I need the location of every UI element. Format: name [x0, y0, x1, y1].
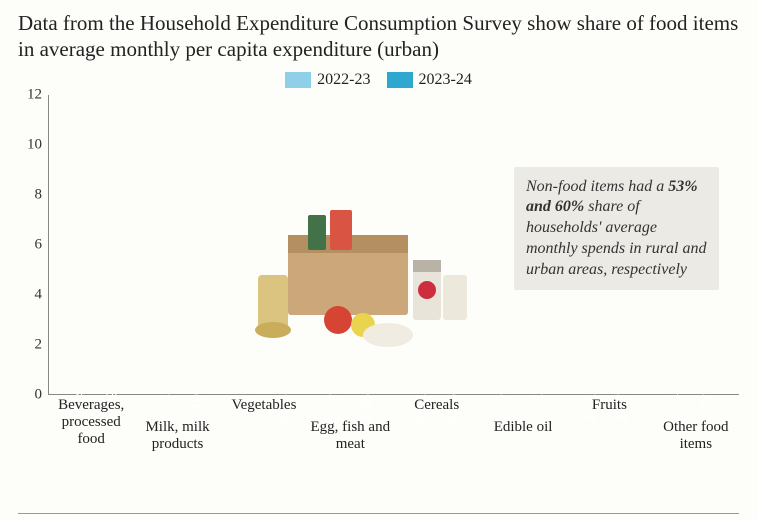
legend-swatch [387, 72, 413, 88]
bars: 10.6411.097.227.193.84.123.573.563.623.7… [49, 95, 739, 394]
y-tick: 0 [35, 386, 43, 403]
x-axis-label: Egg, fish and meat [310, 395, 390, 455]
legend: 2022-23 2023-24 [18, 71, 739, 93]
y-tick: 12 [27, 86, 42, 103]
legend-label: 2022-23 [317, 71, 370, 89]
x-axis-label: Cereals [397, 395, 477, 455]
x-axis-label: Edible oil [483, 395, 563, 455]
y-tick: 8 [35, 186, 43, 203]
x-axis-labels: Beverages, processed foodMilk, milk prod… [48, 395, 739, 455]
legend-item-2022-23: 2022-23 [285, 71, 370, 89]
x-axis-label: Milk, milk products [138, 395, 218, 455]
x-axis-label: Beverages, processed food [51, 395, 131, 455]
y-tick: 10 [27, 136, 42, 153]
chart-container: Data from the Household Expenditure Cons… [0, 0, 757, 520]
x-axis-label: Fruits [569, 395, 649, 455]
legend-label: 2023-24 [419, 71, 472, 89]
y-axis: 024681012 [18, 95, 46, 395]
legend-swatch [285, 72, 311, 88]
chart-title: Data from the Household Expenditure Cons… [18, 10, 739, 63]
bottom-rule [18, 513, 739, 514]
y-tick: 4 [35, 286, 43, 303]
x-axis-label: Other food items [656, 395, 736, 455]
y-tick: 6 [35, 236, 43, 253]
chart-area: Non-food items had a 53% and 60% share o… [18, 95, 739, 455]
y-tick: 2 [35, 336, 43, 353]
legend-item-2023-24: 2023-24 [387, 71, 472, 89]
plot-area: 10.6411.097.227.193.84.123.573.563.623.7… [48, 95, 739, 395]
x-axis-label: Vegetables [224, 395, 304, 455]
